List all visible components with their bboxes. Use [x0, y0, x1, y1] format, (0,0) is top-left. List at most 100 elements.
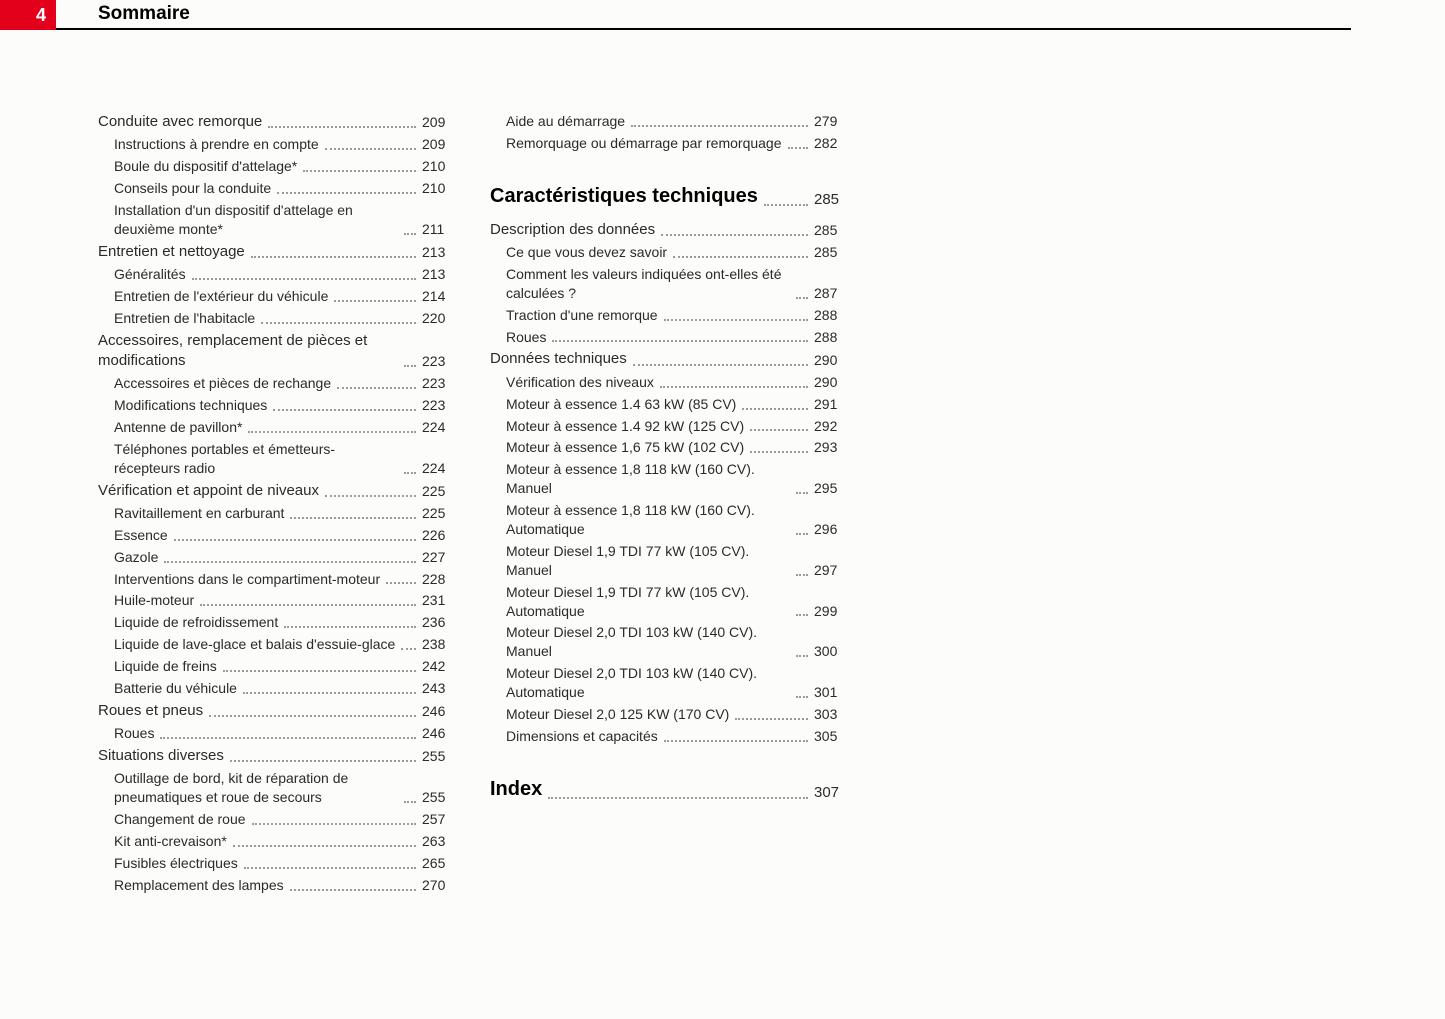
toc-entry-page: 224: [422, 418, 456, 437]
toc-entry-page: 305: [814, 727, 848, 746]
toc-entry-text: Changement de roue: [98, 810, 246, 829]
toc-leader-dots: [230, 760, 416, 762]
toc-entry-page: 265: [422, 854, 456, 873]
toc-leader-dots: [796, 696, 808, 698]
toc-entry-page: 255: [422, 788, 456, 807]
toc-entry: Accessoires et pièces de rechange223: [98, 374, 456, 393]
toc-entry-text: Boule du dispositif d'attelage*: [98, 157, 297, 176]
toc-leader-dots: [631, 125, 808, 127]
toc-leader-dots: [796, 655, 808, 657]
toc-leader-dots: [742, 408, 808, 410]
toc-entry-text: Conduite avec remorque: [98, 112, 262, 132]
toc-entry-text: Remorquage ou démarrage par remorquage: [490, 134, 782, 153]
toc-entry-page: 213: [422, 265, 456, 284]
page-number-box: 4: [0, 0, 56, 30]
toc-leader-dots: [796, 492, 808, 494]
toc-entry-text: Moteur Diesel 1,9 TDI 77 kW (105 CV). Au…: [490, 583, 790, 621]
toc-entry: Données techniques 290: [490, 349, 848, 369]
toc-entry-text: Kit anti-crevaison*: [98, 832, 227, 851]
toc-entry-text: Entretien de l'extérieur du véhicule: [98, 287, 328, 306]
page-number: 4: [36, 5, 46, 26]
toc-column-right: Aide au démarrage279 Remorquage ou démarr…: [490, 112, 848, 898]
toc-entry-text: Outillage de bord, kit de réparation de …: [98, 769, 398, 807]
toc-entry-page: 211: [422, 220, 456, 239]
toc-entry-page: 297: [814, 561, 848, 580]
toc-entry-page: 226: [422, 526, 456, 545]
toc-entry-text: Vérification et appoint de niveaux: [98, 481, 319, 501]
toc-entry: Moteur Diesel 2,0 TDI 103 kW (140 CV). M…: [490, 623, 848, 661]
toc-entry-page: 220: [422, 309, 456, 328]
toc-entry: Aide au démarrage279: [490, 112, 848, 131]
header-title-container: Sommaire: [56, 0, 1351, 30]
toc-entry-page: 238: [422, 635, 456, 654]
toc-entry-page: 214: [422, 287, 456, 306]
toc-entry-page: 210: [422, 157, 456, 176]
toc-entry-page: 209: [422, 135, 456, 154]
toc-entry-text: Accessoires, remplacement de pièces et m…: [98, 331, 398, 372]
toc-entry-text: Instructions à prendre en compte: [98, 135, 319, 154]
toc-leader-dots: [750, 429, 808, 431]
toc-leader-dots: [303, 170, 416, 172]
toc-entry-text: Données techniques: [490, 349, 627, 369]
toc-entry-text: Huile-moteur: [98, 591, 194, 610]
page-header: 4 Sommaire: [0, 0, 1445, 30]
toc-entry: Modifications techniques223: [98, 396, 456, 415]
toc-entry-text: Moteur à essence 1,6 75 kW (102 CV): [490, 438, 744, 457]
toc-entry-page: 303: [814, 705, 848, 724]
toc-entry-text: Entretien et nettoyage: [98, 242, 245, 262]
toc-entry-page: 299: [814, 602, 848, 621]
toc-entry-text: Ce que vous devez savoir: [490, 243, 667, 262]
toc-entry: Vérification et appoint de niveaux 225: [98, 481, 456, 501]
toc-leader-dots: [273, 409, 416, 411]
toc-leader-dots: [796, 533, 808, 535]
toc-leader-dots: [277, 192, 416, 194]
toc-entry: Entretien de l'extérieur du véhicule 214: [98, 287, 456, 306]
toc-entry: Instructions à prendre en compte 209: [98, 135, 456, 154]
toc-entry: Conseils pour la conduite210: [98, 179, 456, 198]
toc-entry: Installation d'un dispositif d'attelage …: [98, 201, 456, 239]
toc-leader-dots: [552, 340, 808, 342]
toc-entry-page: 231: [422, 591, 456, 610]
toc-entry-text: Traction d'une remorque: [490, 306, 658, 325]
toc-entry-page: 290: [814, 373, 848, 392]
toc-entry-page: 242: [422, 657, 456, 676]
toc-leader-dots: [251, 256, 416, 258]
toc-leader-dots: [268, 126, 416, 128]
toc-entry: Boule du dispositif d'attelage* 210: [98, 157, 456, 176]
toc-entry: Fusibles électriques265: [98, 854, 456, 873]
toc-leader-dots: [633, 364, 808, 366]
toc-entry-text: Situations diverses: [98, 746, 224, 766]
toc-entry-text: Interventions dans le compartiment-moteu…: [98, 570, 380, 589]
toc-leader-dots: [796, 614, 808, 616]
toc-entry-page: 287: [814, 284, 848, 303]
toc-leader-dots: [233, 845, 416, 847]
toc-leader-dots: [660, 386, 808, 388]
toc-entry-text: Gazole: [98, 548, 158, 567]
toc-entry-text: Modifications techniques: [98, 396, 267, 415]
toc-entry-page: 223: [422, 374, 456, 393]
toc-entry-page: 290: [814, 351, 848, 370]
toc-leader-dots: [325, 495, 416, 497]
toc-entry: Interventions dans le compartiment-moteu…: [98, 570, 456, 589]
toc-entry: Moteur Diesel 1,9 TDI 77 kW (105 CV). Au…: [490, 583, 848, 621]
toc-entry-text: Moteur à essence 1,8 118 kW (160 CV). Au…: [490, 501, 790, 539]
toc-entry: Ce que vous devez savoir285: [490, 243, 848, 262]
toc-leader-dots: [404, 472, 416, 474]
toc-leader-dots: [664, 740, 808, 742]
toc-entry: Moteur Diesel 1,9 TDI 77 kW (105 CV). Ma…: [490, 542, 848, 580]
toc-entry-text: Liquide de refroidissement: [98, 613, 278, 632]
toc-entry: Moteur Diesel 2,0 TDI 103 kW (140 CV). A…: [490, 664, 848, 702]
toc-entry: Moteur Diesel 2,0 125 KW (170 CV)303: [490, 705, 848, 724]
toc-entry: Remplacement des lampes270: [98, 876, 456, 895]
toc-entry-page: 292: [814, 417, 848, 436]
toc-entry-page: 209: [422, 113, 456, 132]
toc-entry-page: 225: [422, 482, 456, 501]
toc-entry-page: 270: [422, 876, 456, 895]
toc-entry: Remorquage ou démarrage par remorquage28…: [490, 134, 848, 153]
toc-entry-text: Description des données: [490, 220, 655, 240]
toc-entry: Généralités213: [98, 265, 456, 284]
toc-entry-page: 236: [422, 613, 456, 632]
toc-entry: Entretien de l'habitacle220: [98, 309, 456, 328]
toc-entry-page: 288: [814, 306, 848, 325]
toc-leader-dots: [223, 670, 416, 672]
